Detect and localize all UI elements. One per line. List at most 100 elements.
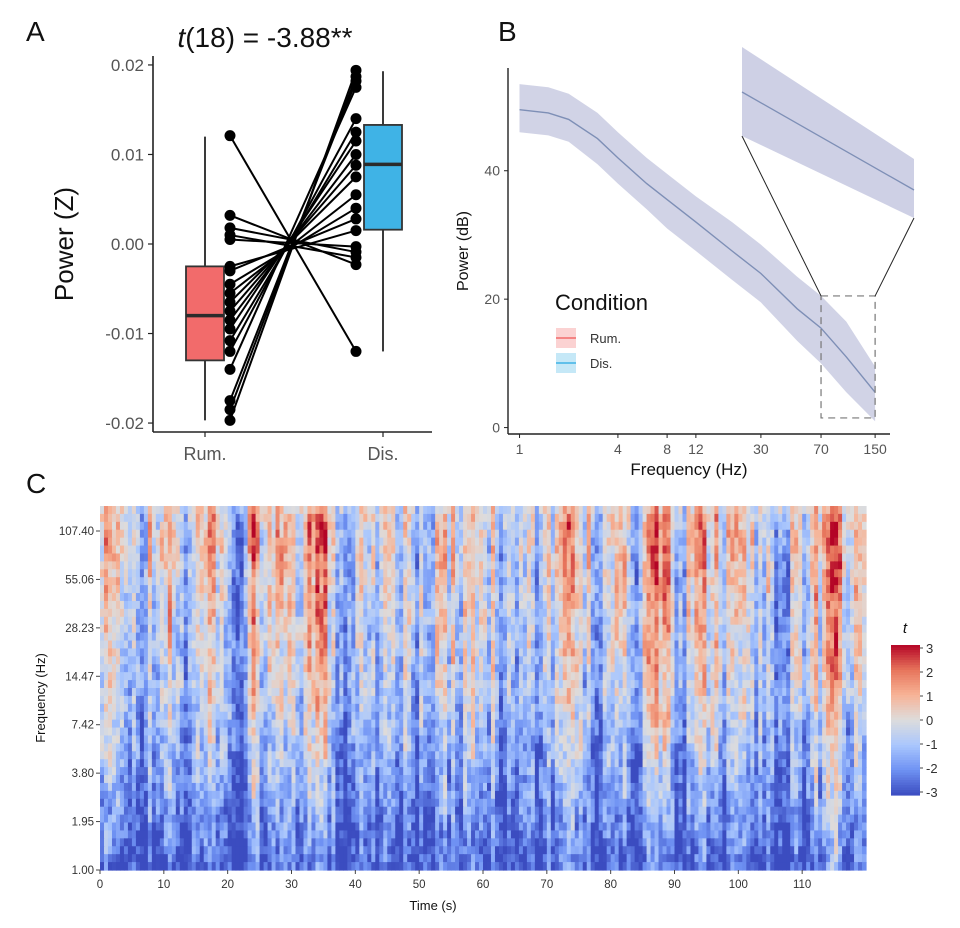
- heatmap-cell: [359, 600, 364, 610]
- heatmap-cell: [750, 545, 755, 555]
- heatmap-cell: [682, 600, 688, 610]
- heatmap-cell: [147, 513, 153, 523]
- heatmap-cell: [399, 577, 404, 586]
- heatmap-cell: [726, 569, 731, 578]
- heatmap-cell: [766, 561, 771, 570]
- heatmap-cell: [243, 569, 249, 578]
- heatmap-cell: [403, 640, 408, 650]
- heatmap-cell: [506, 513, 512, 523]
- heatmap-cell: [299, 513, 305, 523]
- heatmap-cell: [215, 616, 221, 626]
- heatmap-cell: [770, 600, 775, 610]
- heatmap-cell: [211, 648, 217, 657]
- heatmap-cell: [786, 585, 791, 594]
- heatmap-cell: [506, 506, 512, 515]
- heatmap-cell: [251, 703, 257, 713]
- heatmap-cell: [726, 648, 731, 657]
- heatmap-cell: [127, 648, 133, 657]
- heatmap-cell: [423, 600, 428, 610]
- heatmap-cell: [195, 585, 201, 594]
- heatmap-cell: [451, 656, 456, 665]
- heatmap-cell: [123, 664, 129, 673]
- heatmap-cell: [479, 632, 484, 642]
- heatmap-cell: [738, 688, 743, 697]
- heatmap-cell: [758, 680, 763, 689]
- heatmap-cell: [578, 672, 584, 681]
- heatmap-cell: [594, 672, 600, 681]
- heatmap-cell: [774, 608, 779, 618]
- heatmap-cell: [782, 537, 787, 547]
- heatmap-cell: [367, 600, 372, 610]
- heatmap-cell: [107, 577, 113, 586]
- heatmap-cell: [335, 688, 340, 697]
- heatmap-cell: [423, 593, 428, 602]
- heatmap-cell: [586, 616, 592, 626]
- heatmap-cell: [211, 616, 217, 626]
- heatmap-cell: [215, 680, 221, 689]
- heatmap-cell: [299, 521, 305, 531]
- heatmap-cell: [275, 545, 281, 555]
- heatmap-cell: [678, 593, 684, 602]
- heatmap-cell: [223, 703, 229, 713]
- heatmap-cell: [100, 513, 105, 523]
- panel-a-y-tick-label: -0.02: [105, 414, 144, 433]
- heatmap-cell: [207, 695, 213, 705]
- heatmap-cell: [263, 521, 269, 531]
- heatmap-cell: [650, 600, 656, 610]
- heatmap-cell: [239, 545, 245, 555]
- heatmap-cell: [431, 537, 436, 547]
- heatmap-cell: [534, 561, 540, 570]
- heatmap-cell: [782, 632, 787, 642]
- heatmap-cell: [307, 648, 313, 657]
- heatmap-cell: [215, 600, 221, 610]
- heatmap-cell: [111, 593, 117, 602]
- heatmap-cell: [854, 585, 859, 594]
- heatmap-cell: [167, 608, 173, 618]
- heatmap-cell: [666, 608, 672, 618]
- heatmap-cell: [323, 616, 329, 626]
- heatmap-cell: [642, 553, 648, 562]
- heatmap-cell: [135, 664, 141, 673]
- heatmap-cell: [131, 561, 137, 570]
- heatmap-cell: [758, 545, 763, 555]
- heatmap-cell: [231, 656, 237, 665]
- heatmap-cell: [335, 616, 340, 626]
- heatmap-cell: [766, 593, 771, 602]
- heatmap-cell: [143, 695, 149, 705]
- heatmap-cell: [123, 537, 129, 547]
- heatmap-cell: [754, 640, 759, 650]
- heatmap-cell: [459, 656, 464, 665]
- heatmap-cell: [319, 640, 325, 650]
- heatmap-cell: [714, 593, 719, 602]
- heatmap-cell: [542, 600, 548, 610]
- heatmap-cell: [834, 513, 839, 523]
- heatmap-cell: [387, 664, 392, 673]
- heatmap-cell: [642, 593, 648, 602]
- heatmap-cell: [175, 672, 181, 681]
- heatmap-cell: [227, 648, 233, 657]
- heatmap-cell: [534, 624, 540, 634]
- heatmap-cell: [862, 561, 867, 570]
- heatmap-cell: [163, 648, 169, 657]
- heatmap-cell: [758, 695, 763, 705]
- heatmap-cell: [203, 624, 209, 634]
- heatmap-cell: [187, 680, 193, 689]
- heatmap-cell: [666, 553, 672, 562]
- heatmap-cell: [223, 600, 229, 610]
- heatmap-cell: [455, 537, 460, 547]
- heatmap-cell: [187, 600, 193, 610]
- heatmap-cell: [498, 553, 504, 562]
- heatmap-cell: [171, 553, 177, 562]
- heatmap-cell: [698, 593, 704, 602]
- heatmap-cell: [854, 537, 859, 547]
- heatmap-cell: [522, 529, 528, 539]
- heatmap-cell: [475, 577, 480, 586]
- heatmap-cell: [766, 537, 771, 547]
- heatmap-cell: [459, 521, 464, 531]
- heatmap-cell: [550, 640, 556, 650]
- heatmap-cell: [399, 561, 404, 570]
- heatmap-cell: [451, 624, 456, 634]
- heatmap-cell: [518, 553, 524, 562]
- heatmap-cell: [746, 664, 751, 673]
- heatmap-cell: [247, 585, 253, 594]
